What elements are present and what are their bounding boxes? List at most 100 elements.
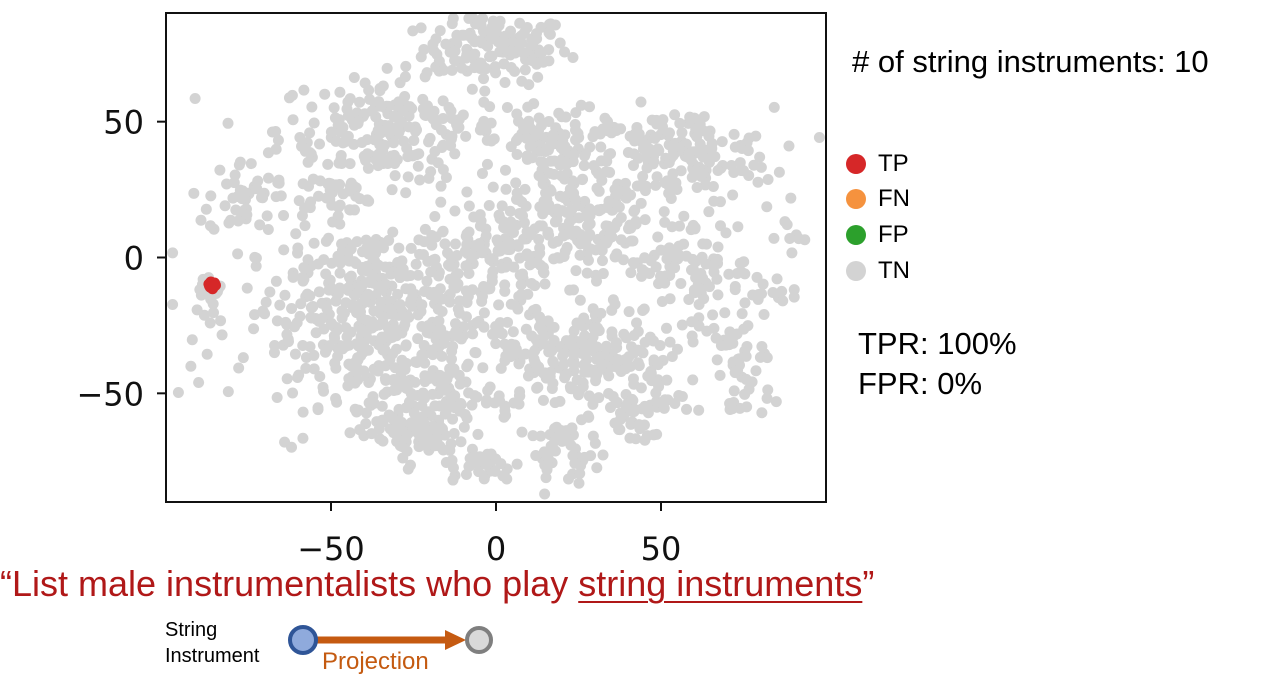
tn-point — [298, 273, 310, 285]
tn-point — [393, 242, 405, 254]
tn-point — [526, 278, 538, 290]
tn-point — [278, 244, 290, 256]
tn-point — [582, 410, 594, 422]
tn-point — [476, 167, 488, 179]
tn-point — [419, 370, 431, 382]
tn-point — [633, 419, 645, 431]
tn-point — [588, 160, 600, 172]
tn-point — [623, 306, 635, 318]
tn-point — [478, 73, 490, 85]
tn-point — [644, 143, 656, 155]
tn-point — [318, 254, 330, 266]
tn-point — [573, 477, 585, 489]
tn-point — [505, 141, 517, 153]
tn-point — [730, 365, 742, 377]
tn-point — [482, 385, 494, 397]
tn-point — [583, 390, 595, 402]
tn-point — [724, 398, 736, 410]
tn-point — [632, 326, 644, 338]
tn-point — [697, 238, 709, 250]
tn-point — [340, 297, 352, 309]
tn-point — [606, 326, 618, 338]
tn-point — [526, 55, 538, 67]
tn-point — [739, 268, 751, 280]
tn-point — [536, 220, 548, 232]
tn-point — [414, 174, 426, 186]
tn-point — [542, 453, 554, 465]
tn-point — [421, 275, 433, 287]
tn-point — [508, 397, 520, 409]
tn-point — [167, 299, 179, 311]
tn-point — [351, 406, 363, 418]
tn-point — [558, 172, 570, 184]
tn-point — [303, 180, 315, 192]
tn-point — [407, 25, 419, 37]
tn-point — [584, 101, 596, 113]
tn-point — [375, 296, 387, 308]
tn-point — [222, 117, 234, 129]
legend-item-tn: TN — [846, 257, 910, 285]
string-instrument-count: # of string instruments: 10 — [852, 44, 1209, 79]
tn-point — [290, 228, 302, 240]
tn-point — [743, 169, 755, 181]
tn-point — [695, 268, 707, 280]
tn-point — [389, 157, 401, 169]
tn-point — [304, 290, 316, 302]
tn-point — [344, 427, 356, 439]
tn-point — [343, 185, 355, 197]
tn-point — [382, 121, 394, 133]
tn-point — [535, 47, 547, 59]
tn-point — [204, 220, 216, 232]
tn-point — [248, 323, 260, 335]
tn-point — [324, 274, 336, 286]
tn-point — [579, 451, 591, 463]
tn-point — [443, 102, 455, 114]
tn-point — [172, 386, 184, 398]
tn-point — [405, 388, 417, 400]
tn-point — [727, 331, 739, 343]
tn-point — [499, 76, 511, 88]
tn-point — [596, 358, 608, 370]
tn-point — [270, 191, 282, 203]
tn-point — [656, 121, 668, 133]
tn-point — [410, 258, 422, 270]
tn-point — [539, 488, 551, 500]
tn-point — [433, 324, 445, 336]
tn-point — [223, 217, 235, 229]
tn-point — [561, 368, 573, 380]
tn-point — [373, 423, 385, 435]
tn-point — [447, 12, 459, 24]
tn-point — [762, 174, 774, 186]
tn-point — [299, 220, 311, 232]
tn-point — [391, 384, 403, 396]
tn-point — [189, 92, 201, 104]
tn-point — [377, 435, 389, 447]
tn-point — [372, 124, 384, 136]
tn-point — [742, 320, 754, 332]
tn-point — [525, 229, 537, 241]
tn-point — [501, 102, 513, 114]
tn-point — [214, 164, 226, 176]
tn-point — [333, 201, 345, 213]
tn-point — [668, 182, 680, 194]
tn-point — [650, 179, 662, 191]
tn-point — [436, 142, 448, 154]
tn-point — [489, 465, 501, 477]
tn-point — [738, 256, 750, 268]
tn-point — [660, 322, 672, 334]
tn-point — [316, 297, 328, 309]
tn-point — [605, 148, 617, 160]
tn-point — [329, 112, 341, 124]
tn-point — [496, 200, 508, 212]
tn-point — [559, 46, 571, 58]
tn-point — [363, 376, 375, 388]
tn-point — [469, 346, 481, 358]
legend-item-fp: FP — [846, 221, 909, 249]
tn-point — [652, 231, 664, 243]
tn-point — [638, 303, 650, 315]
tn-point — [544, 371, 556, 383]
tn-point — [453, 114, 465, 126]
tn-point — [381, 62, 393, 74]
tn-point — [397, 310, 409, 322]
tn-point — [773, 166, 785, 178]
